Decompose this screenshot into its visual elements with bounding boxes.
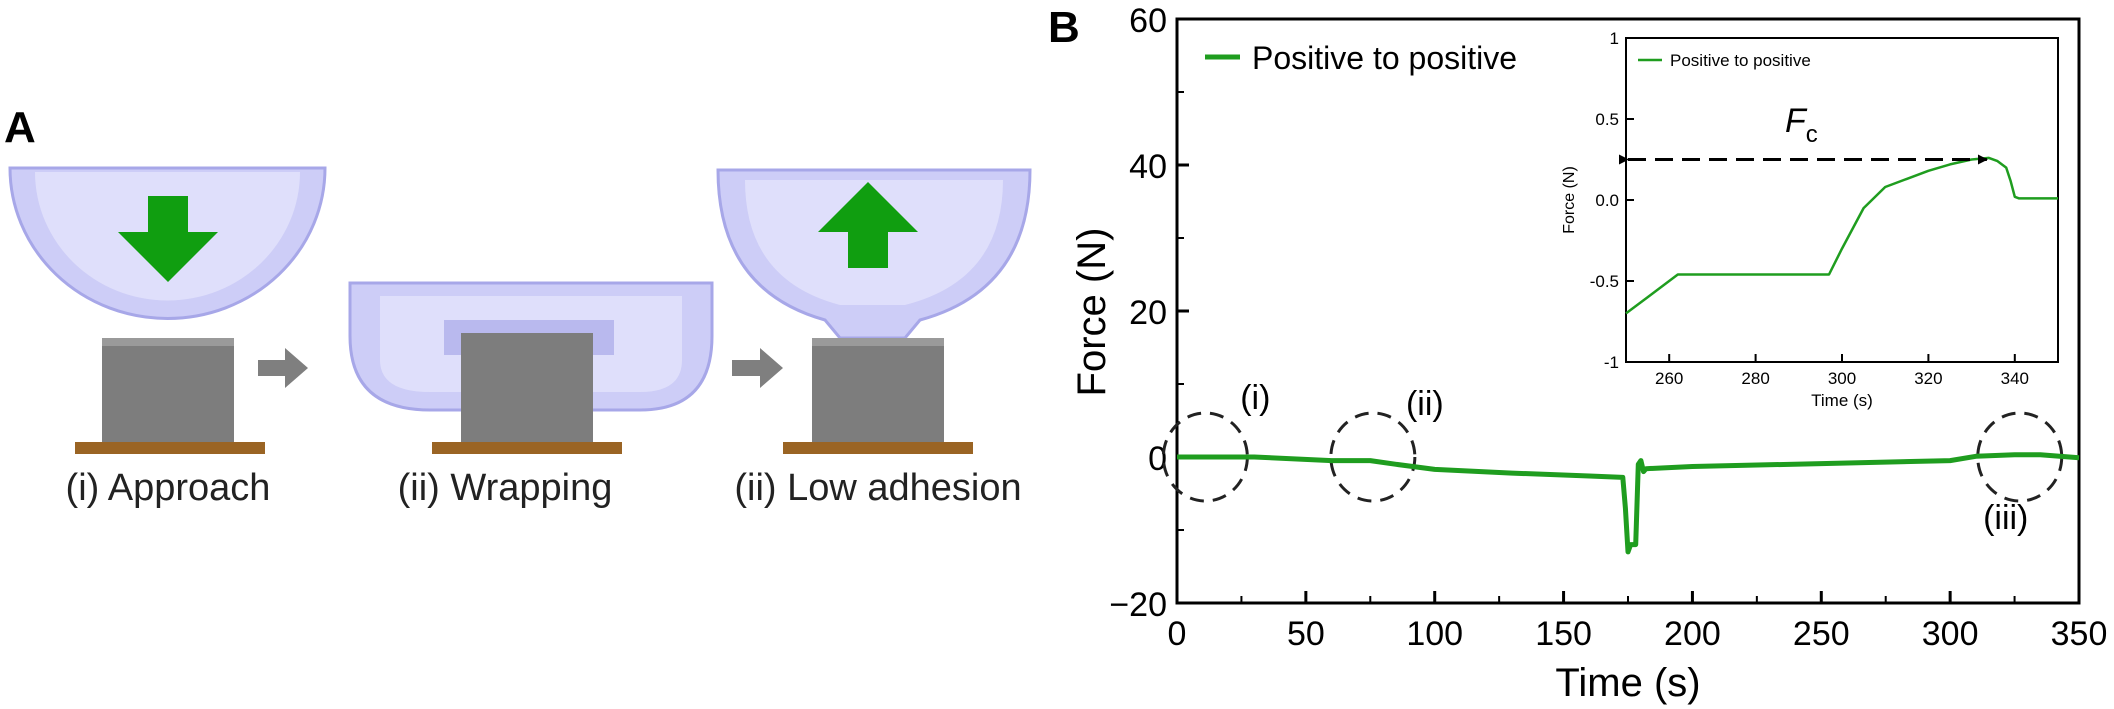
step-arrow-icon (258, 348, 308, 388)
y-tick-label: 40 (1129, 148, 1167, 186)
inset-legend-label: Positive to positive (1670, 51, 1811, 70)
block (102, 338, 234, 442)
x-tick-label: 50 (1287, 615, 1325, 653)
y-tick-label: 60 (1129, 2, 1167, 40)
x-tick-label: 200 (1664, 615, 1721, 653)
base-plate (783, 442, 973, 454)
x-axis-label: Time (s) (1555, 661, 1700, 705)
x-tick-label: 100 (1406, 615, 1463, 653)
inset-x-tick-label: 280 (1741, 369, 1769, 388)
inset-frame (1625, 37, 2059, 363)
block-top (812, 338, 944, 346)
panel-b-letter: B (1048, 3, 1080, 52)
block (461, 333, 593, 442)
step-wrapping: (ii) Wrapping (348, 281, 714, 509)
x-tick-label: 250 (1793, 615, 1850, 653)
step-label: (i) Approach (66, 467, 271, 509)
inset-y-axis-label: Force (N) (1561, 166, 1578, 234)
inset-x-tick-label: 320 (1914, 369, 1942, 388)
series-line (1177, 452, 2080, 555)
up-arrow-icon (818, 182, 918, 268)
x-tick-label: 0 (1168, 615, 1187, 653)
down-arrow-icon (118, 196, 218, 282)
step-approach: (i) Approach (8, 166, 327, 509)
y-tick-label: 20 (1129, 294, 1167, 332)
inset-y-tick-label: -0.5 (1590, 272, 1619, 291)
inset-y-tick-label: 1 (1610, 29, 1619, 48)
inset-axis-ticks: 260 280 300 320 340 -1 -0.5 0.0 0.5 1 (1590, 29, 2029, 388)
block-top (102, 338, 234, 346)
y-tick-label: 0 (1148, 440, 1167, 478)
annotation-label: (iii) (1983, 499, 2028, 537)
step-low-adhesion: (ii) Low adhesion (716, 168, 1032, 509)
step-label: (ii) Wrapping (398, 467, 613, 509)
inset-y-tick-label: -1 (1604, 353, 1619, 372)
legend-label: Positive to positive (1252, 40, 1517, 76)
inset-chart: 260 280 300 320 340 -1 -0.5 0.0 0.5 1 Fc Force (N… (1561, 29, 2059, 410)
inset-x-tick-label: 340 (2001, 369, 2029, 388)
inset-y-tick-label: 0.0 (1595, 191, 1619, 210)
fc-label: Fc (1785, 102, 1818, 148)
base-plate (75, 442, 265, 454)
base-plate (432, 442, 622, 454)
inset-y-tick-label: 0.5 (1595, 110, 1619, 129)
inset-x-tick-label: 300 (1828, 369, 1856, 388)
inset-series-line (1625, 156, 2058, 315)
y-axis-label: Force (N) (1070, 228, 1114, 397)
annotation-circle (1329, 411, 1417, 503)
block (812, 338, 944, 442)
x-tick-label: 150 (1535, 615, 1592, 653)
panel-a: A (i) Approach (ii) Wrapping (4, 103, 1032, 509)
x-tick-label: 350 (2051, 615, 2108, 653)
step-label: (ii) Low adhesion (734, 467, 1021, 509)
inset-x-tick-label: 260 (1655, 369, 1683, 388)
step-arrow-icon (732, 348, 783, 388)
annotation-label: (ii) (1406, 385, 1444, 423)
y-tick-label: −20 (1109, 586, 1167, 624)
inset-x-axis-label: Time (s) (1811, 391, 1873, 410)
panel-a-letter: A (4, 103, 36, 152)
x-tick-label: 300 (1922, 615, 1979, 653)
annotation-label: (i) (1240, 379, 1270, 417)
